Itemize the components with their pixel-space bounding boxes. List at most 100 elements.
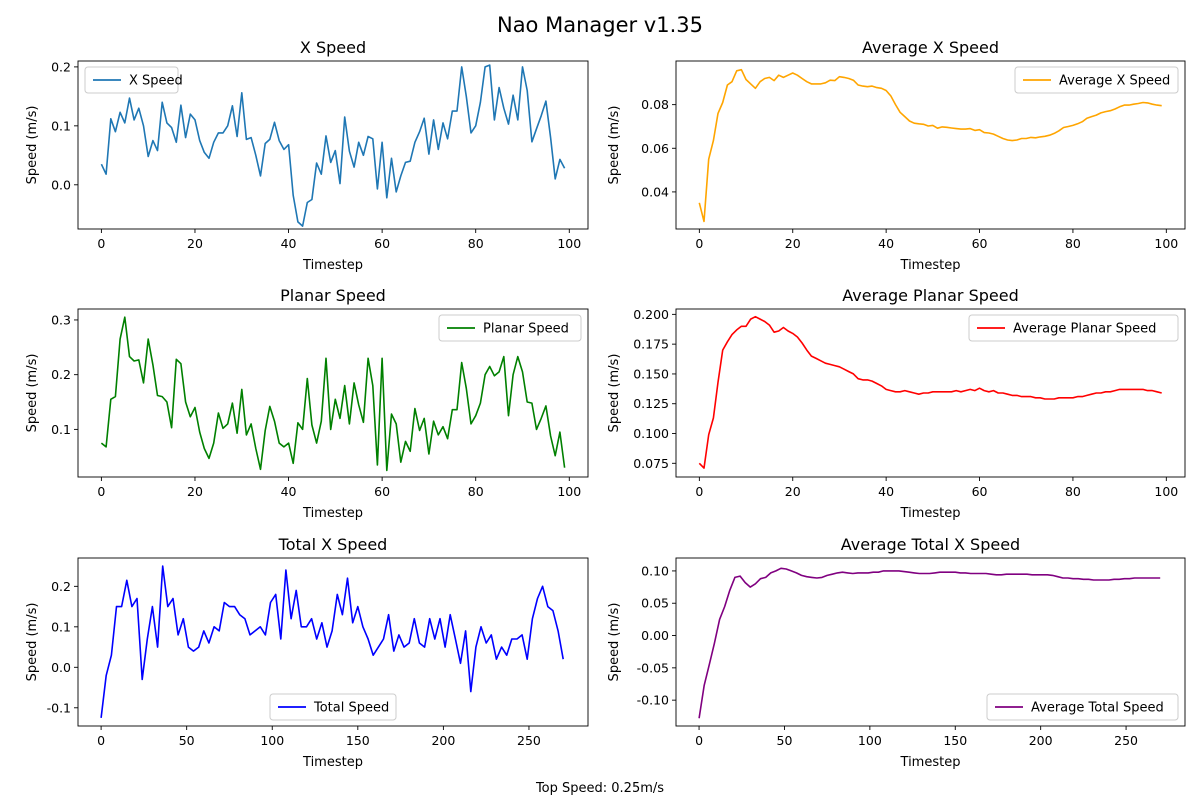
chart-5-xtick-label: 50 bbox=[179, 733, 195, 748]
chart-1-legend-box bbox=[84, 66, 179, 94]
chart-6-xlabel: Timestep bbox=[900, 755, 961, 770]
chart-1-ytick-label: 0.1 bbox=[51, 118, 71, 133]
chart-2-legend-box bbox=[1014, 66, 1179, 94]
figure-title: Nao Manager v1.35 bbox=[497, 13, 703, 37]
chart-5-plot-frame bbox=[77, 557, 589, 727]
chart-2-xlabel: Timestep bbox=[900, 258, 961, 273]
chart-2-legend: Average X Speed bbox=[1014, 66, 1179, 94]
chart-2-xtick-label: 20 bbox=[785, 236, 801, 251]
chart-2-ylabel: Speed (m/s) bbox=[607, 106, 622, 185]
chart-5-xtick-label: 150 bbox=[346, 733, 370, 748]
chart-1-title: X Speed bbox=[300, 38, 366, 57]
chart-1-xtick-label: 20 bbox=[187, 236, 203, 251]
chart-2-xtick-label: 60 bbox=[972, 236, 988, 251]
chart-4-xtick-label: 60 bbox=[972, 484, 988, 499]
chart-1-xtick-label: 0 bbox=[97, 236, 105, 251]
chart-3: Planar Speed 0 20 40 60 80 100 0.1 0.2 0.3 Timeste… bbox=[25, 286, 589, 521]
chart-5-ytick-label: 0.1 bbox=[51, 619, 71, 634]
chart-3-ytick-label: 0.3 bbox=[51, 312, 71, 327]
chart-6-plot-frame bbox=[675, 557, 1186, 727]
chart-6-ytick-label: -0.10 bbox=[637, 693, 669, 708]
chart-5-legend-box bbox=[269, 693, 397, 721]
chart-1-xlabel: Timestep bbox=[302, 258, 363, 273]
chart-2-title: Average X Speed bbox=[862, 38, 999, 57]
chart-4-xtick-label: 0 bbox=[695, 484, 703, 499]
chart-1-plot-frame bbox=[77, 60, 589, 230]
chart-1-ylabel: Speed (m/s) bbox=[25, 106, 40, 185]
chart-5: Total X Speed 0 50 100 150 200 250 -0.1 0.0 0.1 0.… bbox=[25, 535, 589, 770]
chart-5-ytick-label: 0.2 bbox=[51, 579, 71, 594]
chart-2-ytick-label: 0.04 bbox=[641, 184, 669, 199]
chart-2-xtick-label: 80 bbox=[1065, 236, 1081, 251]
chart-1-ytick-label: 0.0 bbox=[51, 177, 71, 192]
chart-4-xtick-label: 20 bbox=[785, 484, 801, 499]
footer-text: Top Speed: 0.25m/s bbox=[535, 781, 664, 796]
chart-3-legend-label: Planar Speed bbox=[483, 322, 569, 337]
chart-3-legend-box bbox=[438, 314, 582, 342]
chart-3-xtick-label: 40 bbox=[281, 484, 297, 499]
chart-4-plot-frame bbox=[675, 308, 1186, 478]
chart-6-xtick-label: 50 bbox=[777, 733, 793, 748]
chart-6-ytick-label: 0.00 bbox=[641, 628, 669, 643]
chart-3-xtick-label: 20 bbox=[187, 484, 203, 499]
chart-1: X Speed 0 20 40 60 80 100 0.0 0.1 0.2 Timestep Spee… bbox=[25, 38, 589, 273]
chart-1-xtick-label: 100 bbox=[557, 236, 581, 251]
chart-6-ytick-label: 0.05 bbox=[641, 596, 669, 611]
chart-6-title: Average Total X Speed bbox=[841, 535, 1020, 554]
chart-3-ytick-label: 0.1 bbox=[51, 422, 71, 437]
chart-5-xtick-label: 100 bbox=[260, 733, 284, 748]
chart-1-xtick-label: 80 bbox=[468, 236, 484, 251]
chart-5-xtick-label: 200 bbox=[431, 733, 455, 748]
chart-2-plot-frame bbox=[675, 60, 1186, 230]
chart-4-xtick-label: 40 bbox=[878, 484, 894, 499]
chart-4-ytick-label: 0.075 bbox=[633, 456, 669, 471]
chart-1-xtick-label: 60 bbox=[374, 236, 390, 251]
chart-5-xtick-label: 250 bbox=[517, 733, 541, 748]
chart-5-legend: Total Speed bbox=[269, 693, 397, 721]
chart-2: Average X Speed 0 20 40 60 80 100 0.04 0.06 0.08 T… bbox=[607, 38, 1186, 273]
chart-3-ylabel: Speed (m/s) bbox=[25, 354, 40, 433]
chart-3-xlabel: Timestep bbox=[302, 506, 363, 521]
chart-5-xtick-label: 0 bbox=[97, 733, 105, 748]
chart-4-ytick-label: 0.175 bbox=[633, 337, 669, 352]
chart-5-ylabel: Speed (m/s) bbox=[25, 603, 40, 682]
chart-5-ytick-label: 0.0 bbox=[51, 660, 71, 675]
chart-6-xtick-label: 200 bbox=[1029, 733, 1053, 748]
chart-1-legend: X Speed bbox=[84, 66, 183, 94]
chart-1-ytick-label: 0.2 bbox=[51, 59, 71, 74]
chart-4-title: Average Planar Speed bbox=[842, 286, 1018, 305]
chart-5-ytick-label: -0.1 bbox=[47, 700, 71, 715]
subplot-grid: X Speed 0 20 40 60 80 100 0.0 0.1 0.2 Timestep Spee… bbox=[25, 38, 1186, 770]
chart-4-xlabel: Timestep bbox=[900, 506, 961, 521]
chart-6-xtick-label: 0 bbox=[695, 733, 703, 748]
chart-3-xtick-label: 100 bbox=[557, 484, 581, 499]
chart-1-xtick-label: 40 bbox=[281, 236, 297, 251]
chart-4-series-line-1 bbox=[698, 315, 1162, 469]
chart-3-legend: Planar Speed bbox=[438, 314, 582, 342]
chart-4-legend-label: Average Planar Speed bbox=[1013, 322, 1156, 337]
chart-6-legend-label: Average Total Speed bbox=[1031, 701, 1164, 716]
chart-4-ylabel: Speed (m/s) bbox=[607, 354, 622, 433]
chart-6: Average Total X Speed 0 50 100 150 200 250 -0.1… bbox=[607, 535, 1186, 770]
chart-2-xtick-label: 40 bbox=[878, 236, 894, 251]
chart-6-xtick-label: 150 bbox=[943, 733, 967, 748]
chart-4: Average Planar Speed 0 20 40 60 80 100 0.075 0.1… bbox=[607, 286, 1186, 521]
chart-4-legend-box bbox=[968, 314, 1179, 342]
chart-3-ytick-label: 0.2 bbox=[51, 367, 71, 382]
chart-3-plot-frame bbox=[77, 308, 589, 478]
chart-5-series-line-1 bbox=[100, 565, 564, 718]
chart-6-legend: Average Total Speed bbox=[986, 693, 1179, 721]
chart-3-title: Planar Speed bbox=[280, 286, 386, 305]
chart-4-xtick-label: 100 bbox=[1154, 484, 1178, 499]
chart-3-series-line-1 bbox=[100, 316, 566, 472]
chart-6-series-line-1 bbox=[698, 567, 1161, 719]
chart-1-series-line-1 bbox=[100, 64, 566, 227]
chart-6-ytick-label: 0.10 bbox=[641, 563, 669, 578]
chart-2-legend-label: Average X Speed bbox=[1059, 74, 1170, 89]
chart-3-xtick-label: 0 bbox=[97, 484, 105, 499]
chart-2-xtick-label: 100 bbox=[1154, 236, 1178, 251]
chart-4-ytick-label: 0.125 bbox=[633, 396, 669, 411]
chart-4-xtick-label: 80 bbox=[1065, 484, 1081, 499]
chart-2-ytick-label: 0.06 bbox=[641, 141, 669, 156]
